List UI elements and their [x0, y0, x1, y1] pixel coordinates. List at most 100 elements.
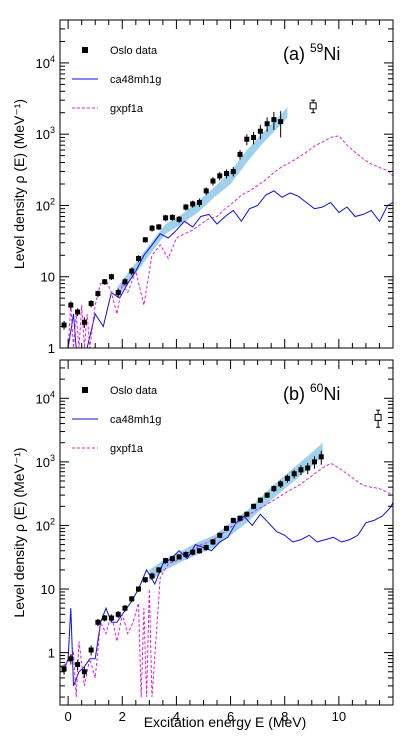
y-tick-label: 10: [41, 270, 55, 285]
y-tick-label: 1: [48, 341, 55, 356]
oslo-data-point: [251, 503, 257, 509]
oslo-data-point: [244, 136, 250, 142]
y-axis-label: Level density ρ (E) (MeV⁻¹): [11, 99, 27, 269]
series-gxpf1a: [60, 135, 393, 348]
legend-label: ca48mh1g: [110, 74, 161, 86]
oslo-data-point: [176, 216, 182, 222]
oslo-data-point: [203, 544, 209, 550]
oslo-data-point: [190, 201, 196, 207]
open-data-point: [374, 413, 382, 421]
y-tick-label: 10: [41, 582, 55, 597]
panel-a-59ni: 1 10 102 103 104 Level density ρ (E) (MeV⁻¹) O…: [11, 19, 394, 356]
oslo-data-point: [142, 577, 148, 583]
oslo-data-point: [278, 481, 284, 487]
oslo-data-point: [129, 268, 135, 274]
series-ca48mh1g: [60, 190, 393, 348]
oslo-data-point: [244, 511, 250, 517]
oslo-data-point: [156, 224, 162, 230]
oslo-data-point: [115, 290, 121, 296]
oslo-data-point: [298, 467, 304, 473]
oslo-data-point: [210, 178, 216, 184]
oslo-data-point: [108, 274, 114, 280]
oslo-data-point: [163, 558, 169, 564]
oslo-data-point: [257, 128, 263, 134]
oslo-data-point: [203, 188, 209, 194]
uncertainty-band: [149, 442, 323, 582]
oslo-data-point: [122, 605, 128, 611]
oslo-data-point: [169, 214, 175, 220]
oslo-data-point: [169, 556, 175, 562]
legend-label: Oslo data: [110, 45, 158, 57]
oslo-data-point: [318, 454, 324, 460]
oslo-data-point: [149, 225, 155, 231]
x-tick-label: 0: [65, 709, 72, 724]
x-tick-label: 6: [227, 709, 234, 724]
uncertainty-band: [116, 107, 288, 299]
oslo-data-point: [75, 662, 81, 668]
oslo-data-point: [237, 151, 243, 157]
oslo-data-point: [271, 117, 277, 123]
oslo-data-point: [305, 465, 311, 471]
oslo-data-point: [271, 486, 277, 492]
oslo-data-point: [61, 322, 67, 328]
oslo-data-point: [291, 471, 297, 477]
oslo-data-point: [230, 168, 236, 174]
oslo-data-point: [210, 539, 216, 545]
y-tick-label: 1: [48, 646, 55, 661]
oslo-data-point: [102, 615, 108, 621]
oslo-data-point: [230, 517, 236, 523]
oslo-data-point: [311, 459, 317, 465]
x-tick-label: 8: [281, 709, 288, 724]
legend-label: gxpf1a: [110, 103, 144, 115]
plot-area: [60, 107, 393, 348]
oslo-data-point: [81, 669, 87, 675]
oslo-data-point: [129, 596, 135, 602]
panel-label: (a) 59Ni: [283, 41, 340, 64]
oslo-data-point: [142, 237, 148, 243]
x-tick-label: 10: [332, 709, 346, 724]
oslo-data-point: [278, 119, 284, 125]
oslo-data-point: [95, 619, 101, 625]
legend-label: Oslo data: [110, 385, 158, 397]
x-axis-label: Excitation energy E (MeV): [144, 714, 307, 730]
oslo-data-point: [61, 666, 67, 672]
oslo-data-point: [81, 319, 87, 325]
oslo-data-point: [68, 656, 74, 662]
legend-label: gxpf1a: [110, 443, 144, 455]
x-tick-label: 4: [173, 709, 180, 724]
panel-b-60ni: 0 2 4 6 8 10 1 10 102 103 104 Level density ρ (E) (…: [11, 359, 394, 724]
plot-area: [60, 442, 393, 698]
oslo-data-point: [251, 134, 257, 140]
panel-label: (b) 60Ni: [283, 381, 340, 404]
oslo-data-point: [257, 497, 263, 503]
y-tick-label: 104: [36, 389, 55, 406]
oslo-data-point: [224, 171, 229, 177]
legend-marker-oslo: [82, 387, 88, 393]
oslo-data-point: [102, 279, 108, 285]
oslo-data-point: [196, 200, 202, 206]
y-tick-label: 102: [36, 516, 55, 533]
oslo-data-point: [149, 573, 155, 579]
y-tick-label: 103: [36, 125, 55, 142]
oslo-data-point: [224, 525, 229, 531]
oslo-data-point: [183, 204, 189, 210]
oslo-data-point: [217, 532, 223, 538]
y-axis-label: Level density ρ (E) (MeV⁻¹): [11, 447, 27, 617]
legend-label: ca48mh1g: [110, 414, 161, 426]
oslo-data-point: [115, 611, 121, 617]
oslo-data-point: [75, 309, 81, 315]
legend-marker-oslo: [82, 47, 88, 53]
oslo-data-point: [88, 301, 94, 307]
oslo-data-point: [264, 492, 270, 498]
oslo-data-point: [88, 647, 94, 653]
oslo-data-point: [68, 302, 74, 308]
oslo-data-point: [284, 475, 290, 481]
oslo-data-point: [136, 586, 142, 592]
oslo-data-point: [183, 551, 189, 557]
oslo-data-point: [136, 256, 142, 262]
oslo-data-point: [156, 567, 162, 573]
oslo-data-point: [176, 554, 182, 560]
oslo-data-point: [237, 515, 243, 521]
oslo-data-point: [95, 291, 101, 297]
